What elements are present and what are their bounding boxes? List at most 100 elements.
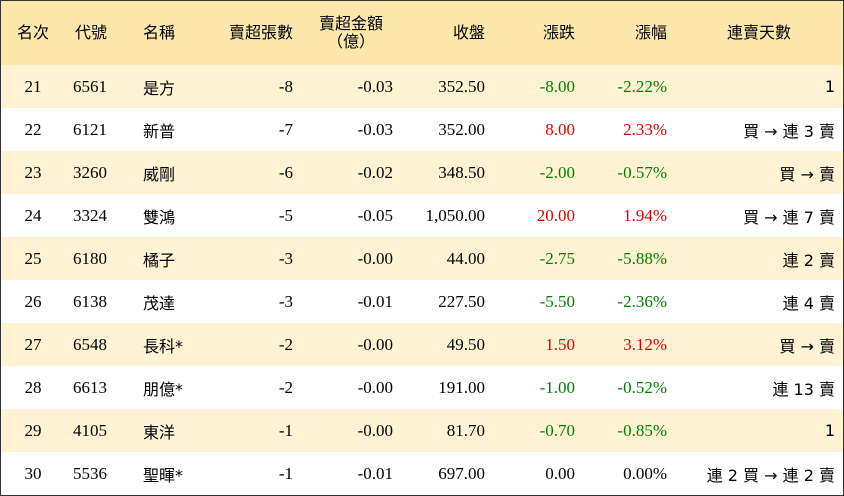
code-cell: 5536 — [73, 463, 107, 483]
code-cell: 6180 — [73, 248, 107, 268]
change-pct-cell: 2.33% — [623, 119, 667, 139]
rank-cell: 24 — [24, 205, 42, 225]
rank-cell: 21 — [24, 76, 42, 96]
change-cell: -2.00 — [539, 162, 575, 182]
change-pct-cell: -2.36% — [617, 291, 667, 311]
net-sell-lots-cell: -6 — [278, 162, 293, 182]
rank-cell: 27 — [24, 334, 42, 354]
code-cell: 6138 — [73, 291, 107, 311]
table-row[interactable]: 21 6561 是方 -8 -0.03 352.50 -8.00 -2.22% 1 — [1, 65, 843, 108]
rank-cell: 29 — [24, 420, 42, 440]
net-sell-amount-cell: -0.00 — [357, 377, 393, 397]
close-price-cell: 49.50 — [446, 334, 485, 354]
sell-streak-cell: 連 2 賣 — [782, 250, 835, 270]
stock-name-cell: 雙鴻 — [143, 207, 176, 227]
sell-streak-cell: 買 → 賣 — [779, 336, 835, 356]
rank-cell: 26 — [24, 291, 42, 311]
code-cell: 3260 — [73, 162, 107, 182]
change-cell: 20.00 — [536, 205, 575, 225]
rank-cell: 30 — [24, 463, 42, 483]
net-sell-lots-cell: -2 — [278, 377, 293, 397]
net-sell-amount-cell: -0.01 — [357, 291, 393, 311]
sell-streak-cell: 連 13 賣 — [772, 379, 835, 399]
sell-streak-cell: 買 → 連 7 賣 — [743, 207, 835, 227]
stock-name-cell: 東洋 — [143, 422, 176, 442]
header-change[interactable]: 漲跌 — [542, 23, 575, 42]
rank-cell: 23 — [24, 162, 42, 182]
rank-cell: 22 — [24, 119, 42, 139]
net-sell-amount-cell: -0.00 — [357, 420, 393, 440]
change-cell: -2.75 — [539, 248, 575, 268]
code-cell: 6613 — [73, 377, 107, 397]
header-net-sell-amount[interactable]: 賣超金額 （億） — [301, 1, 401, 65]
sell-streak-cell: 買 → 連 3 賣 — [743, 121, 835, 141]
table-row[interactable]: 22 6121 新普 -7 -0.03 352.00 8.00 2.33% 買 → 連 3 賣 — [1, 108, 843, 151]
change-pct-cell: -0.52% — [617, 377, 667, 397]
net-sell-lots-cell: -3 — [278, 291, 293, 311]
net-sell-lots-cell: -1 — [278, 463, 293, 483]
stock-name-cell: 聖暉* — [143, 465, 184, 485]
table-row[interactable]: 23 3260 威剛 -6 -0.02 348.50 -2.00 -0.57% 買 → 賣 — [1, 151, 843, 194]
header-net-sell-amount-line2: （億） — [326, 32, 375, 51]
change-pct-cell: -0.57% — [617, 162, 667, 182]
close-price-cell: 191.00 — [438, 377, 485, 397]
close-price-cell: 227.50 — [438, 291, 485, 311]
close-price-cell: 697.00 — [438, 463, 485, 483]
net-sell-amount-cell: -0.00 — [357, 248, 393, 268]
net-sell-lots-cell: -7 — [278, 119, 293, 139]
header-net-sell-lots[interactable]: 賣超張數 — [228, 23, 293, 42]
change-pct-cell: 1.94% — [623, 205, 667, 225]
code-cell: 6121 — [73, 119, 107, 139]
change-pct-cell: 3.12% — [623, 334, 667, 354]
header-streak[interactable]: 連賣天數 — [726, 23, 791, 42]
code-cell: 4105 — [73, 420, 107, 440]
stock-name-cell: 新普 — [143, 121, 176, 141]
rank-cell: 25 — [24, 248, 42, 268]
change-cell: -1.00 — [539, 377, 575, 397]
stock-name-cell: 朋億* — [143, 379, 184, 399]
stock-name-cell: 長科* — [143, 336, 184, 356]
change-pct-cell: -2.22% — [617, 76, 667, 96]
net-sell-lots-cell: -5 — [278, 205, 293, 225]
header-net-sell-amount-label: 賣超金額 （億） — [319, 15, 383, 51]
change-cell: -5.50 — [539, 291, 575, 311]
change-cell: 8.00 — [545, 119, 575, 139]
header-close[interactable]: 收盤 — [452, 23, 485, 42]
code-cell: 6561 — [73, 76, 107, 96]
net-sell-lots-cell: -1 — [278, 420, 293, 440]
header-change-pct[interactable]: 漲幅 — [634, 23, 667, 42]
net-sell-amount-cell: -0.01 — [357, 463, 393, 483]
table-header-row: 名次 代號 名稱 賣超張數 賣超金額 （億） 收盤 漲跌 漲幅 連賣天數 — [1, 1, 843, 65]
header-net-sell-amount-line1: 賣超金額 — [318, 14, 383, 33]
close-price-cell: 348.50 — [438, 162, 485, 182]
sell-streak-cell: 買 → 賣 — [779, 164, 835, 184]
stock-name-cell: 茂達 — [143, 293, 176, 313]
change-pct-cell: 0.00% — [623, 463, 667, 483]
change-cell: 0.00 — [545, 463, 575, 483]
stock-name-cell: 橘子 — [143, 250, 176, 270]
table-row[interactable]: 24 3324 雙鴻 -5 -0.05 1,050.00 20.00 1.94% 買 → 連 7… — [1, 194, 843, 237]
net-sell-amount-cell: -0.03 — [357, 119, 393, 139]
table-row[interactable]: 25 6180 橘子 -3 -0.00 44.00 -2.75 -5.88% 連 2 賣 — [1, 237, 843, 280]
net-sell-amount-cell: -0.05 — [357, 205, 393, 225]
header-code[interactable]: 代號 — [75, 23, 108, 42]
table-row[interactable]: 27 6548 長科* -2 -0.00 49.50 1.50 3.12% 買 → 賣 — [1, 323, 843, 366]
table-row[interactable]: 29 4105 東洋 -1 -0.00 81.70 -0.70 -0.85% 1 — [1, 409, 843, 452]
stock-name-cell: 威剛 — [143, 164, 176, 184]
close-price-cell: 44.00 — [446, 248, 485, 268]
close-price-cell: 81.70 — [446, 420, 485, 440]
header-name[interactable]: 名稱 — [143, 23, 176, 42]
net-sell-lots-cell: -2 — [278, 334, 293, 354]
table-row[interactable]: 28 6613 朋億* -2 -0.00 191.00 -1.00 -0.52% 連 13 賣 — [1, 366, 843, 409]
change-pct-cell: -5.88% — [617, 248, 667, 268]
code-cell: 3324 — [73, 205, 107, 225]
table-row[interactable]: 30 5536 聖暉* -1 -0.01 697.00 0.00 0.00% 連 2 買 → 連… — [1, 452, 843, 495]
header-rank[interactable]: 名次 — [16, 23, 49, 42]
code-cell: 6548 — [73, 334, 107, 354]
sell-streak-cell: 連 4 賣 — [782, 293, 835, 313]
close-price-cell: 352.00 — [438, 119, 485, 139]
net-sell-amount-cell: -0.03 — [357, 76, 393, 96]
table-row[interactable]: 26 6138 茂達 -3 -0.01 227.50 -5.50 -2.36% 連 4 賣 — [1, 280, 843, 323]
